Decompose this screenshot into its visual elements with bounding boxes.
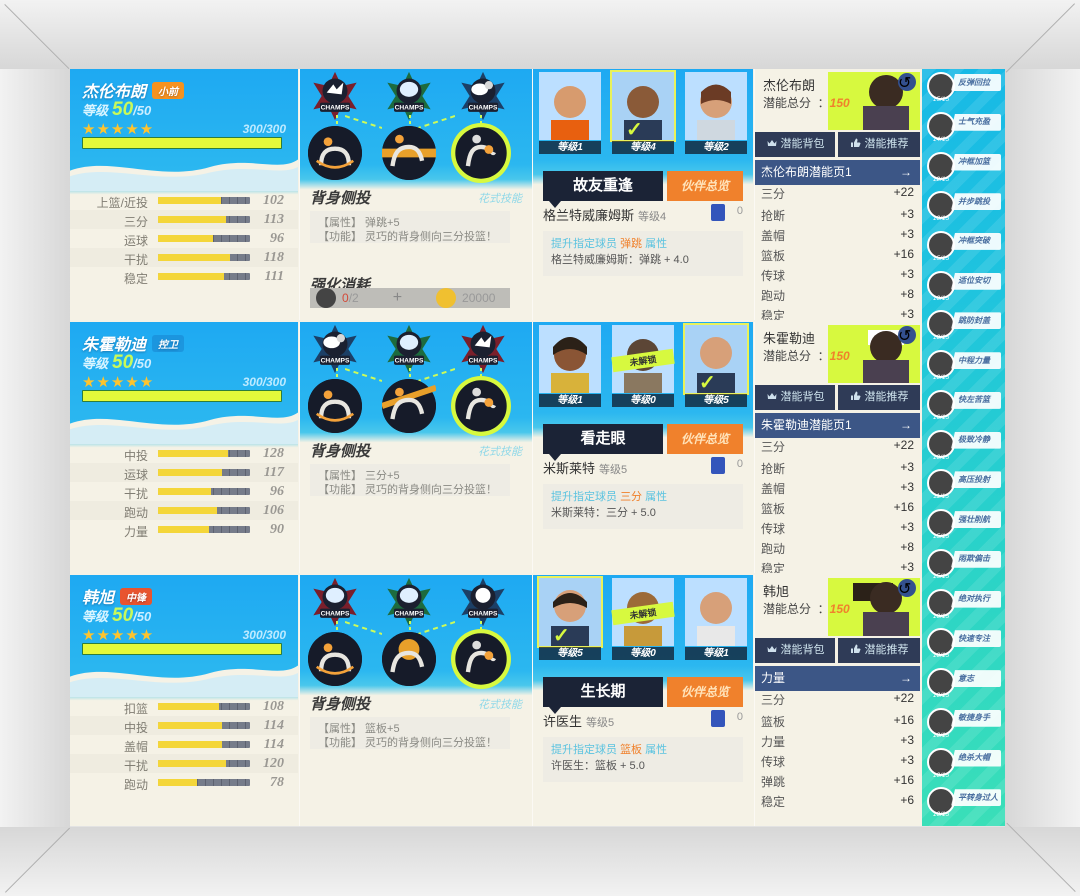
svg-text:CHAMPS: CHAMPS [395, 104, 424, 111]
svg-text:CHAMPS: CHAMPS [469, 104, 498, 111]
svg-text:CHAMPS: CHAMPS [469, 610, 498, 617]
svg-text:CHAMPS: CHAMPS [321, 357, 350, 364]
svg-text:CHAMPS: CHAMPS [321, 104, 350, 111]
svg-text:CHAMPS: CHAMPS [395, 610, 424, 617]
svg-text:CHAMPS: CHAMPS [469, 357, 498, 364]
svg-text:CHAMPS: CHAMPS [321, 610, 350, 617]
svg-text:CHAMPS: CHAMPS [395, 357, 424, 364]
